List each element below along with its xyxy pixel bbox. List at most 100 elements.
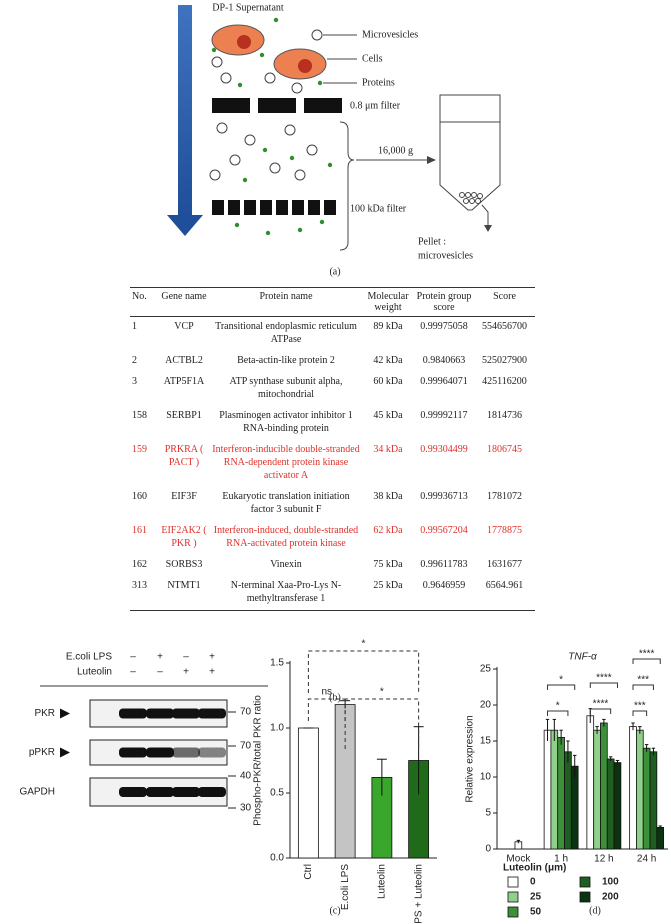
table-cell: EIF2AK2 ( PKR )	[161, 525, 207, 549]
bar	[557, 737, 565, 850]
table-cell: SERBP1	[166, 410, 202, 421]
caption: (a)	[329, 266, 340, 277]
table-cell: 1781072	[487, 491, 522, 502]
proteins	[211, 17, 333, 236]
table-cell: 60 kDa	[373, 376, 403, 387]
condition-label: Luteolin	[77, 667, 112, 678]
column-header: Gene name	[158, 287, 210, 317]
legend-label: 200	[602, 892, 619, 903]
table-cell: Interferon-inducible double-stranded RNA…	[212, 444, 360, 481]
y-tick-label: 0.0	[270, 853, 284, 864]
diagram: DP-1 Supernatant Microvesicles Cells Pro…	[167, 2, 501, 277]
significance-bracket	[632, 684, 654, 690]
error-bar	[552, 718, 557, 741]
band	[172, 708, 200, 719]
x-tick-label: 12 h	[594, 854, 613, 865]
table-row: 161 EIF2AK2 ( PKR ) Interferon-induced, do…	[130, 521, 535, 555]
table-cell: Vinexin	[270, 559, 302, 570]
y-tick-label: 15	[480, 736, 492, 747]
band-label: pPKR	[29, 747, 55, 758]
table-row: 158 SERBP1 Plasminogen activator inhibitor…	[130, 406, 535, 440]
significance-bracket	[307, 650, 420, 693]
table-row: 1 VCP Transitional endoplasmic reticulum A…	[130, 317, 535, 352]
y-tick-label: 1.5	[270, 658, 284, 669]
marker-label: 30	[240, 803, 252, 814]
condition-sign: +	[209, 667, 215, 678]
error-bar	[615, 759, 620, 765]
bar	[656, 827, 665, 850]
bar	[543, 729, 552, 850]
table-row: 159 PRKRA ( PACT ) Interferon-inducible do…	[130, 440, 535, 487]
condition-sign: +	[209, 652, 215, 663]
table-cell: 2	[132, 355, 137, 366]
legend-swatch	[507, 876, 519, 888]
table-cell: VCP	[174, 321, 194, 332]
filter	[212, 200, 336, 215]
band	[146, 708, 174, 719]
caption: (c)	[329, 905, 340, 916]
table-cell: 0.99567204	[420, 525, 468, 536]
table-cell: 6564.961	[474, 576, 535, 611]
table-cell: 1806745	[487, 444, 522, 455]
significance-bracket	[632, 658, 661, 664]
band	[172, 787, 200, 797]
y-axis-label: Phospho-PKR/total PKR ratio	[253, 695, 264, 826]
column-header: Molecular weight	[362, 287, 414, 317]
table-cell: ACTBL2	[165, 355, 203, 366]
table-cell: N-terminal Xaa-Pro-Lys N-methyltransfera…	[210, 576, 362, 611]
bar	[297, 727, 319, 859]
table-cell: 162	[132, 559, 147, 570]
y-tick-label: 10	[480, 772, 492, 783]
band	[119, 747, 147, 758]
significance-bracket	[589, 708, 612, 714]
bar	[593, 729, 601, 850]
y-tick-label: 0.5	[270, 788, 284, 799]
table-row: 162 SORBS3 Vinexin 75 kDa 0.99611783 1631677	[130, 555, 535, 576]
condition-sign: –	[183, 652, 189, 663]
error-bar	[631, 722, 635, 731]
column-header: Score	[474, 287, 535, 317]
label: 0.8 μm filter	[350, 100, 401, 111]
table-cell: NTMT1	[158, 576, 210, 611]
band	[198, 747, 226, 758]
marker-label: 70	[240, 707, 252, 718]
table-cell: 89 kDa	[373, 321, 403, 332]
column-header: No.	[130, 287, 158, 317]
table-cell: 0.99992117	[420, 410, 468, 421]
significance-label: ****	[639, 649, 655, 660]
x-tick-label: 1 h	[554, 854, 568, 865]
x-tick-label: Luteolin	[377, 864, 388, 899]
label: 100 kDa filter	[350, 203, 407, 214]
table-cell: Transitional endoplasmic reticulum ATPas…	[215, 321, 357, 345]
flow-arrow-head	[167, 215, 203, 236]
table-cell: 34 kDa	[373, 444, 403, 455]
significance-label: ****	[596, 673, 612, 684]
nucleus	[237, 35, 251, 49]
error-bar	[545, 718, 550, 741]
legend-label: 50	[530, 907, 542, 918]
western-blot: E.coli LPS – + – + Luteolin – – + + PKR pPKR GAPDH 70…	[19, 652, 268, 814]
filter	[212, 98, 342, 113]
table-cell: 25 kDa	[362, 576, 414, 611]
table-cell: 161	[132, 525, 147, 536]
arrow-head	[427, 156, 436, 164]
x-tick-label: E.coli LPS + Luteolin	[413, 864, 424, 924]
bar	[642, 747, 651, 850]
table-cell: 158	[132, 410, 147, 421]
protein-table: No. Gene name Protein name Molecular weight…	[130, 287, 535, 611]
significance-bracket	[344, 698, 420, 749]
table-cell: 0.99964071	[420, 376, 468, 387]
label: Pellet :	[418, 236, 446, 247]
table-cell: 0.99975058	[420, 321, 468, 332]
bar	[629, 726, 637, 850]
error-bar	[644, 744, 649, 752]
chart-d: 0 5 10 15 20 25 Relative expression Mock 1 h 12 h…	[465, 649, 668, 918]
arrowhead	[60, 708, 70, 719]
condition-label: E.coli LPS	[66, 652, 112, 663]
significance-bracket	[632, 710, 648, 716]
band	[198, 708, 226, 719]
table-cell: PRKRA ( PACT )	[164, 444, 204, 468]
table-cell: 0.9840663	[422, 355, 466, 366]
error-bar	[516, 839, 521, 844]
